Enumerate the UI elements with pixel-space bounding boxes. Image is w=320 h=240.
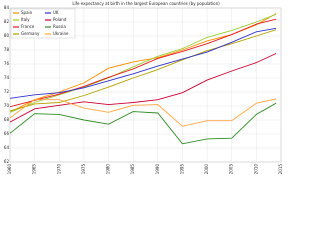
x-tick-label: 2010 bbox=[253, 164, 258, 175]
x-tick-label: 1970 bbox=[56, 164, 61, 175]
legend-label: Spain bbox=[21, 10, 33, 15]
x-tick-label: 1995 bbox=[179, 164, 184, 175]
legend-label: Italy bbox=[21, 17, 30, 22]
y-tick-label: 80 bbox=[4, 33, 10, 38]
x-tick-label: 2015 bbox=[278, 164, 283, 175]
legend-label: France bbox=[21, 24, 35, 29]
chart: Life expectancy at birth in the largest … bbox=[4, 1, 283, 175]
y-tick-label: 70 bbox=[4, 103, 10, 108]
x-tick-label: 2000 bbox=[204, 164, 209, 175]
y-tick-label: 72 bbox=[4, 89, 10, 94]
y-tick-label: 78 bbox=[4, 47, 10, 52]
y-tick-label: 64 bbox=[4, 145, 10, 150]
x-tick-label: 1985 bbox=[130, 164, 135, 175]
y-tick-label: 66 bbox=[4, 131, 10, 136]
series-line bbox=[9, 102, 277, 145]
x-tick-label: 1980 bbox=[106, 164, 111, 175]
chart-title: Life expectancy at birth in the largest … bbox=[72, 1, 220, 6]
x-tick-label: 1965 bbox=[32, 164, 37, 175]
legend-label: Ukraine bbox=[53, 31, 69, 36]
series-line bbox=[9, 27, 277, 99]
y-tick-label: 74 bbox=[4, 75, 10, 80]
x-tick-label: 1990 bbox=[155, 164, 160, 175]
x-tick-label: 1975 bbox=[81, 164, 86, 175]
series-line bbox=[9, 18, 277, 108]
y-tick-label: 62 bbox=[4, 159, 10, 164]
legend-label: Germany bbox=[21, 31, 40, 36]
series-line bbox=[9, 98, 277, 127]
y-tick-label: 68 bbox=[4, 117, 10, 122]
series-line bbox=[9, 53, 277, 123]
y-tick-label: 76 bbox=[4, 61, 10, 66]
legend-label: Russia bbox=[53, 24, 66, 29]
series-line bbox=[9, 13, 277, 113]
x-tick-label: 1960 bbox=[7, 164, 12, 175]
y-tick-label: 82 bbox=[4, 19, 10, 24]
y-tick-label: 84 bbox=[4, 5, 10, 10]
legend-box bbox=[10, 8, 76, 39]
series-line bbox=[9, 29, 277, 112]
legend-label: UK bbox=[53, 10, 59, 15]
x-tick-label: 2005 bbox=[229, 164, 234, 175]
legend-label: Poland bbox=[53, 17, 67, 22]
